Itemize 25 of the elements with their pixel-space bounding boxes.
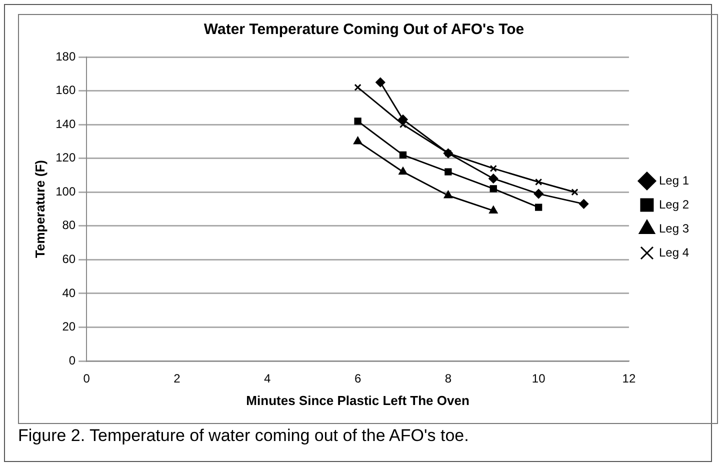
x-axis-title: Minutes Since Plastic Left The Oven [246,392,470,408]
y-axis-title: Temperature (F) [32,160,48,258]
y-tick-label: 0 [68,353,76,368]
chart-title: Water Temperature Coming Out of AFO's Toe [204,21,524,38]
y-tick-label: 120 [56,150,76,165]
y-tick-label: 20 [62,320,76,334]
x-tick-label: 4 [264,372,272,386]
y-tick-label: 60 [62,252,76,266]
caption: Figure 2. Temperature of water coming out of the AFO's toe. [17,426,470,446]
x-tick-label: 8 [444,372,452,386]
x-tick-label: 6 [354,372,362,386]
legend-label: Leg 4 [658,245,690,260]
x-tick-label: 12 [622,372,636,386]
x-tick-label: 2 [174,372,181,386]
y-tick-label: 140 [56,116,76,131]
legend-label: Leg 2 [658,197,690,212]
y-tick-label: 180 [56,49,76,64]
legend-label: Leg 1 [658,173,690,188]
x-tick-label: 0 [83,372,90,386]
y-tick-label: 100 [56,184,76,198]
y-tick-label: 40 [62,286,76,300]
y-tick-label: 80 [62,218,76,232]
y-tick-label: 160 [56,83,76,98]
legend-label: Leg 3 [658,221,690,236]
x-tick-label: 10 [532,372,546,386]
